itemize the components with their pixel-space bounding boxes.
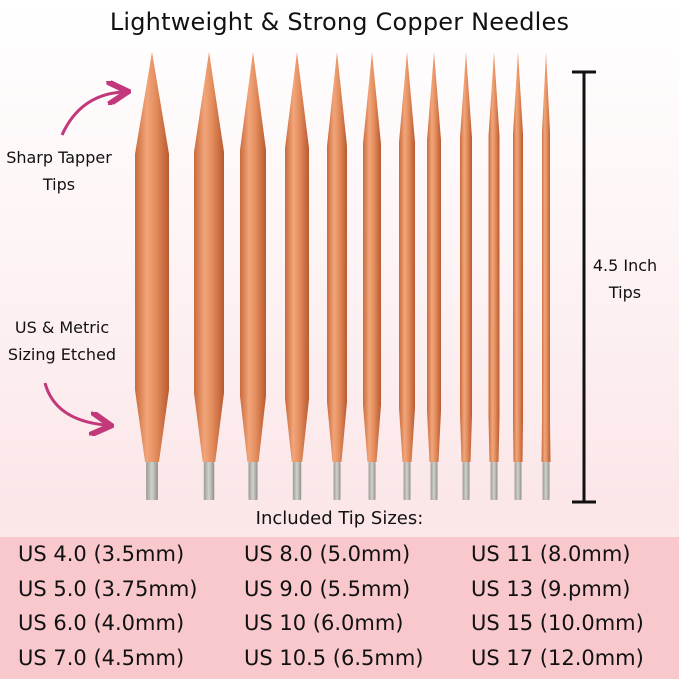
needle-tip (135, 52, 169, 462)
callout-line: 4.5 Inch (592, 256, 658, 275)
size-cell: US 15 (10.0mm) (471, 611, 644, 635)
needle-ferrule (490, 462, 498, 500)
needle-ferrule (333, 462, 341, 500)
page-title: Lightweight & Strong Copper Needles (109, 8, 570, 36)
needle-tip (194, 52, 224, 462)
needle-ferrule (368, 462, 376, 500)
callout-line: Tips (608, 283, 642, 302)
needle-ferrule (542, 462, 550, 500)
size-cell: US 9.0 (5.5mm) (244, 576, 411, 601)
needle-ferrule (514, 462, 522, 500)
needle-ferrule (203, 462, 215, 500)
needle-ferrule (146, 462, 158, 500)
sizes-table: US 4.0 (3.5mm) US 8.0 (5.0mm) US 11 (8.0… (18, 537, 679, 675)
needle-tip (399, 52, 415, 462)
callout-line: US & Metric (14, 318, 110, 337)
needle-tip (427, 52, 441, 462)
size-cell: US 13 (9.pmm) (471, 576, 631, 601)
size-cell: US 10.5 (6.5mm) (244, 645, 424, 670)
size-cell: US 5.0 (3.75mm) (18, 576, 198, 601)
needle-ferrule (248, 462, 258, 500)
sizing-callout: US & Metric Sizing Etched (0, 314, 124, 368)
size-cell: US 7.0 (4.5mm) (18, 645, 185, 670)
sharp-tips-callout: Sharp Tapper Tips (0, 144, 118, 198)
needle-ferrule (403, 462, 411, 500)
needle-ferrule (292, 462, 302, 500)
arrow-to-etching-icon (43, 382, 105, 425)
length-callout: 4.5 Inch Tips (590, 252, 660, 306)
size-cell: US 10 (6.0mm) (244, 611, 404, 635)
needle-tip (541, 52, 551, 462)
size-cell: US 8.0 (5.0mm) (244, 542, 411, 566)
size-cell: US 17 (12.0mm) (471, 645, 644, 670)
callout-line: Sizing Etched (7, 345, 117, 364)
callout-line: Sharp Tapper (6, 148, 112, 167)
callout-line: Tips (42, 175, 76, 194)
arrow-to-tips-icon (60, 92, 122, 136)
needle-ferrule (462, 462, 470, 500)
needle-tip (327, 52, 347, 462)
size-cell: US 4.0 (3.5mm) (18, 542, 185, 566)
needle-tip (240, 52, 266, 462)
needle-tip (363, 52, 381, 462)
needle-ferrule (430, 462, 438, 500)
needle-tip (513, 52, 523, 462)
needle-tip (285, 52, 309, 462)
sizes-heading: Included Tip Sizes: (255, 508, 424, 529)
needle-tip (460, 52, 472, 462)
needle-tip (488, 52, 500, 462)
length-scale-bar (572, 70, 596, 504)
size-cell: US 11 (8.0mm) (471, 542, 631, 566)
sizes-band (0, 537, 679, 679)
size-cell: US 6.0 (4.0mm) (18, 611, 185, 635)
